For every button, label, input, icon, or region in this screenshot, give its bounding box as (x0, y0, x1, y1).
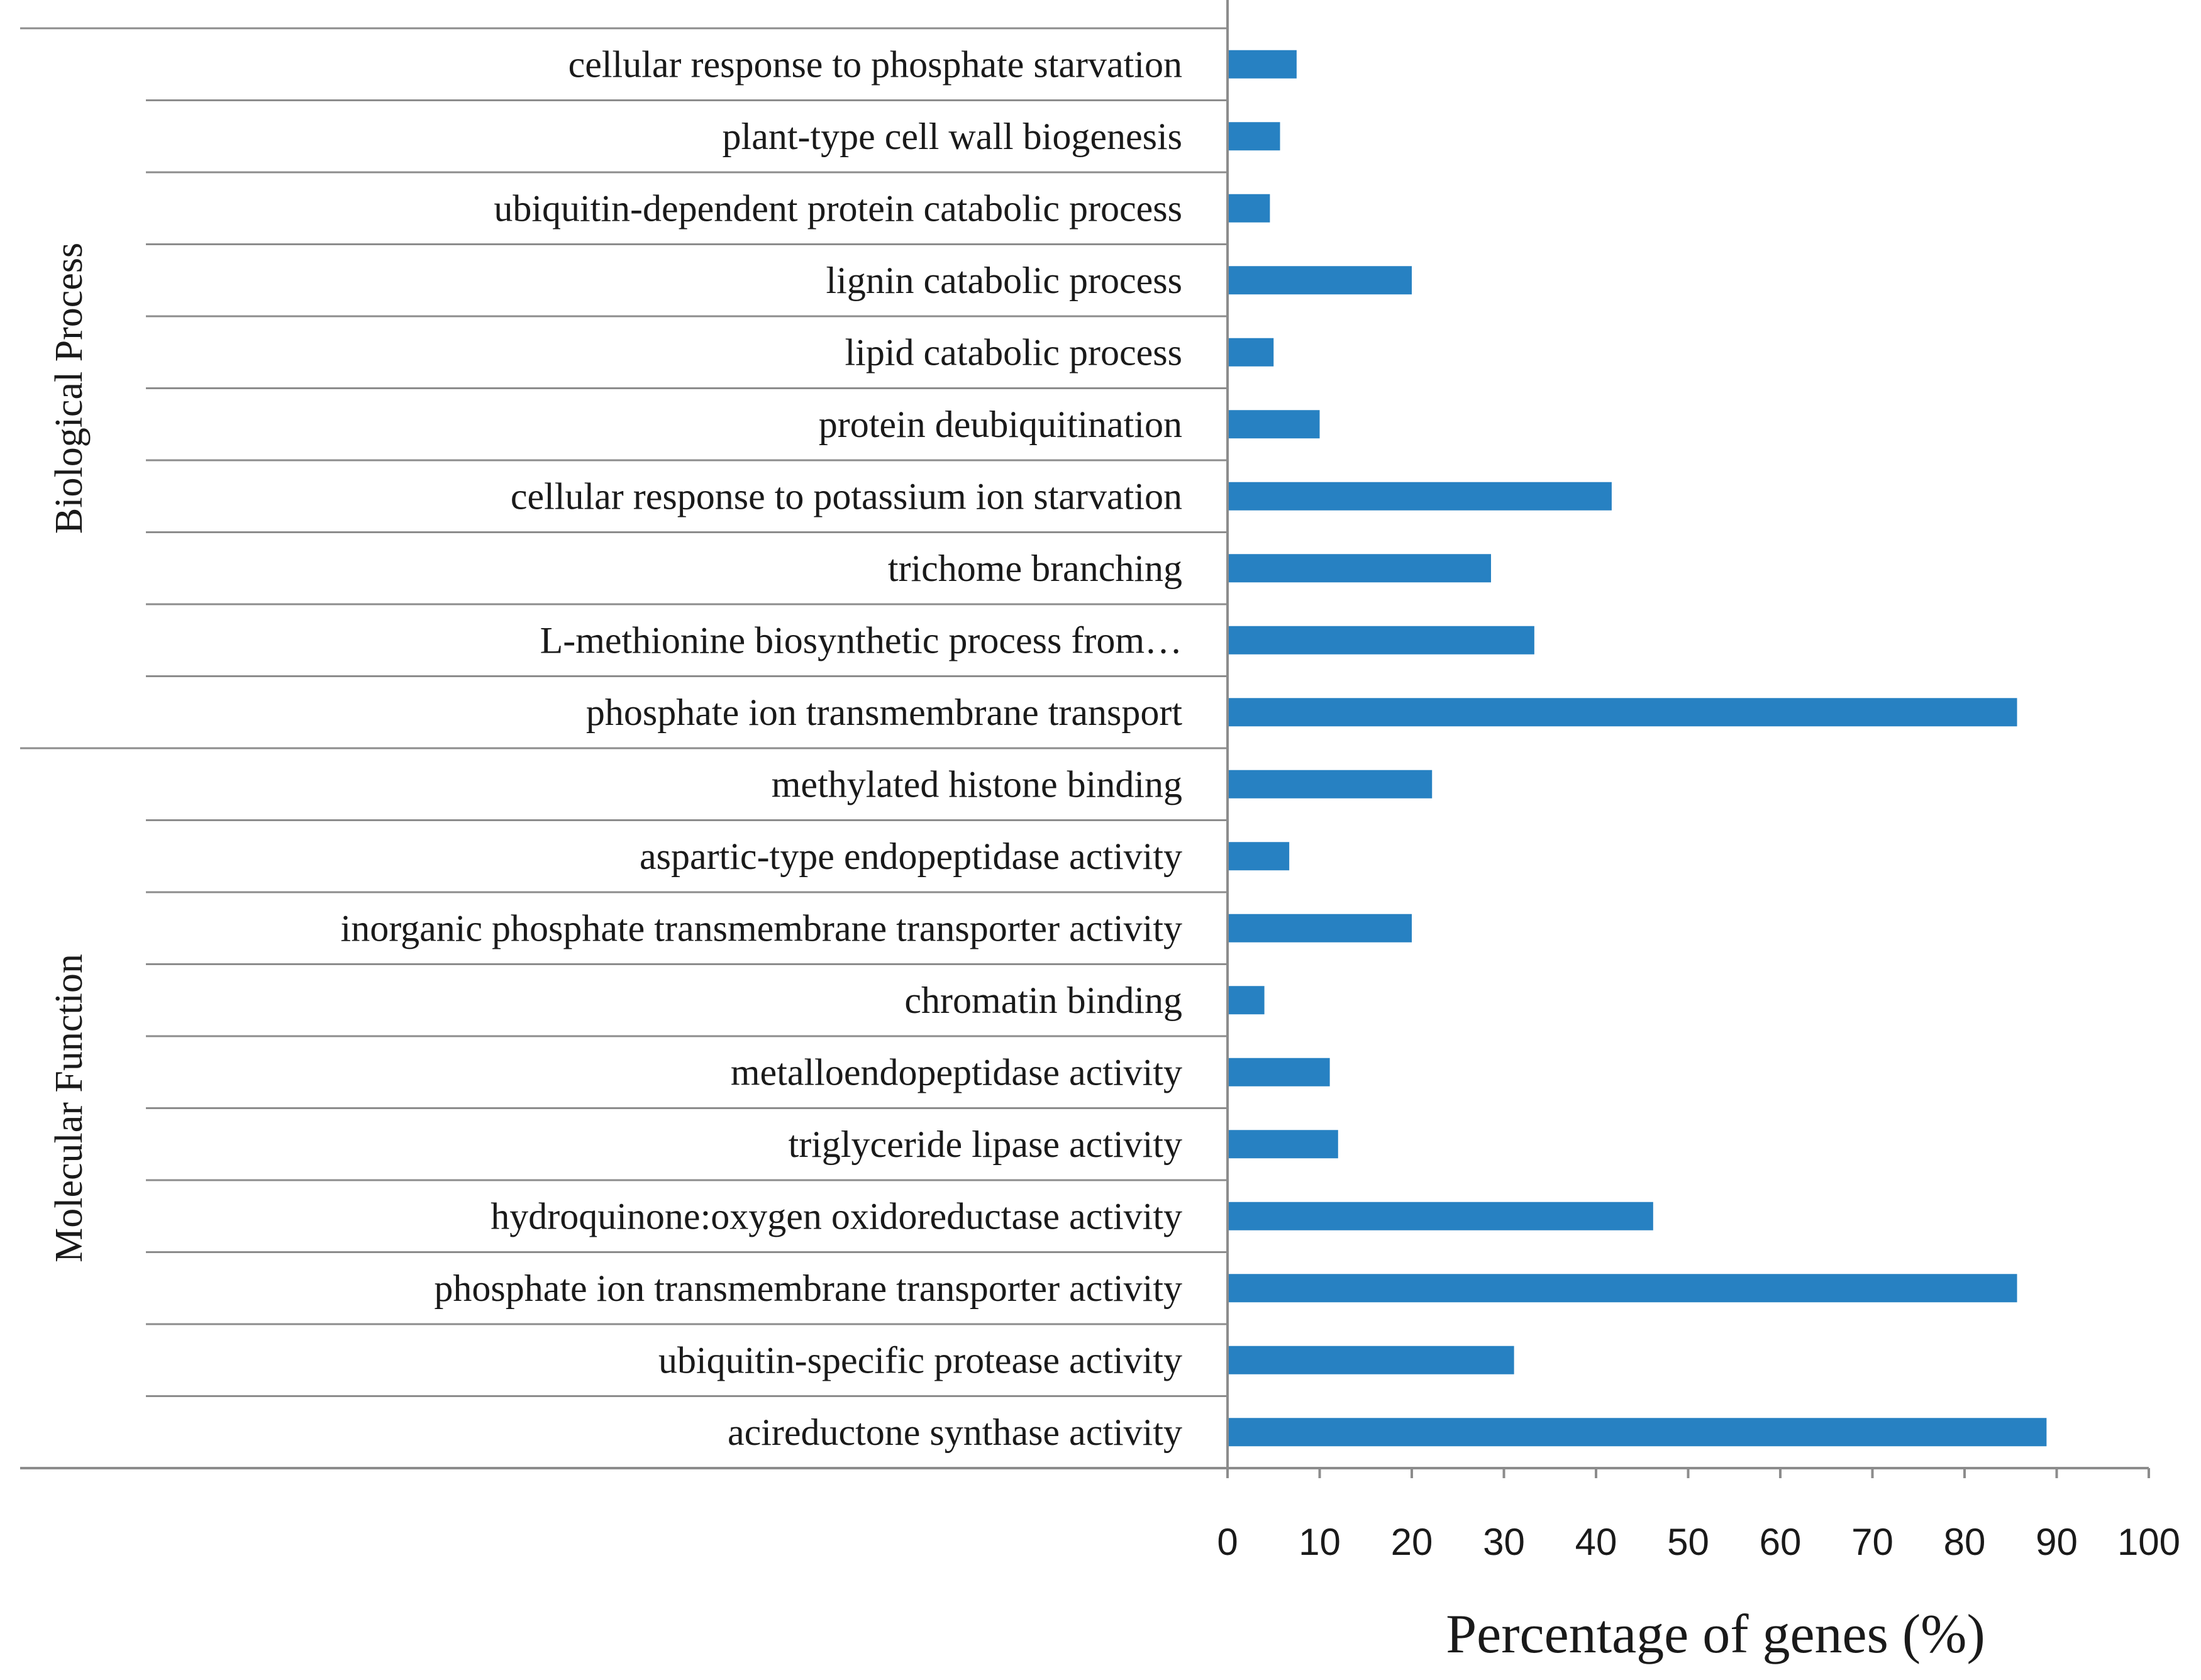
bar (1228, 770, 1433, 799)
category-label: metalloendopeptidase activity (731, 1051, 1182, 1093)
category-label: phosphate ion transmembrane transport (586, 692, 1182, 733)
bar (1228, 122, 1280, 151)
group-label: Biological Process (48, 243, 91, 534)
bar (1228, 1058, 1330, 1086)
category-label: triglyceride lipase activity (789, 1124, 1182, 1165)
bar (1228, 266, 1412, 295)
x-tick-label: 0 (1217, 1521, 1238, 1563)
bar (1228, 698, 2017, 727)
bar (1228, 194, 1270, 223)
bar (1228, 482, 1612, 511)
bar (1228, 410, 1320, 439)
x-axis-title: Percentage of genes (%) (1446, 1604, 1985, 1665)
category-label: cellular response to potassium ion starv… (511, 475, 1182, 517)
group-labels: Biological Process Molecular Function (48, 243, 91, 1263)
bar (1228, 626, 1534, 655)
bar (1228, 1202, 1653, 1230)
bar (1228, 338, 1274, 367)
bar (1228, 1346, 1514, 1374)
category-label: acireductone synthase activity (728, 1412, 1182, 1453)
category-label: phosphate ion transmembrane transporter … (434, 1268, 1182, 1309)
bar (1228, 986, 1265, 1015)
bar (1228, 1418, 2047, 1447)
bar (1228, 554, 1491, 583)
category-label: inorganic phosphate transmembrane transp… (341, 907, 1182, 949)
bars (1228, 50, 2047, 1447)
x-tick-label: 40 (1575, 1521, 1617, 1563)
x-tick-label: 60 (1760, 1521, 1802, 1563)
x-tick-label: 90 (2036, 1521, 2078, 1563)
category-label: plant-type cell wall biogenesis (723, 116, 1182, 157)
table-lines (20, 27, 1228, 1397)
category-label: trichome branching (888, 548, 1182, 589)
x-axis: 0 10 20 30 40 50 60 70 80 90 100 (20, 0, 2180, 1563)
category-labels: cellular response to phosphate starvatio… (341, 43, 1183, 1453)
category-label: hydroquinone:oxygen oxidoreductase activ… (491, 1195, 1182, 1237)
group-label: Molecular Function (48, 954, 91, 1263)
category-label: lipid catabolic process (845, 331, 1182, 373)
x-tick-label: 20 (1391, 1521, 1433, 1563)
bar (1228, 1274, 2017, 1303)
bar (1228, 842, 1290, 871)
x-tick-label: 10 (1299, 1521, 1341, 1563)
x-tick-label: 70 (1851, 1521, 1893, 1563)
category-label: lignin catabolic process (826, 260, 1182, 301)
x-tick-label: 100 (2117, 1521, 2180, 1563)
bar (1228, 1130, 1338, 1159)
bar (1228, 914, 1412, 942)
category-label: protein deubiquitination (819, 404, 1182, 445)
category-label: methylated histone binding (772, 763, 1182, 805)
x-tick-label: 30 (1483, 1521, 1525, 1563)
category-label: ubiquitin-dependent protein catabolic pr… (494, 187, 1182, 229)
bar (1228, 50, 1297, 79)
x-tick-label: 50 (1667, 1521, 1709, 1563)
category-label: cellular response to phosphate starvatio… (568, 43, 1182, 85)
category-label: L-methionine biosynthetic process from… (540, 619, 1182, 661)
category-label: chromatin binding (904, 980, 1182, 1021)
x-tick-label: 80 (1944, 1521, 1986, 1563)
category-label: aspartic-type endopeptidase activity (640, 836, 1182, 877)
category-label: ubiquitin-specific protease activity (658, 1339, 1182, 1381)
